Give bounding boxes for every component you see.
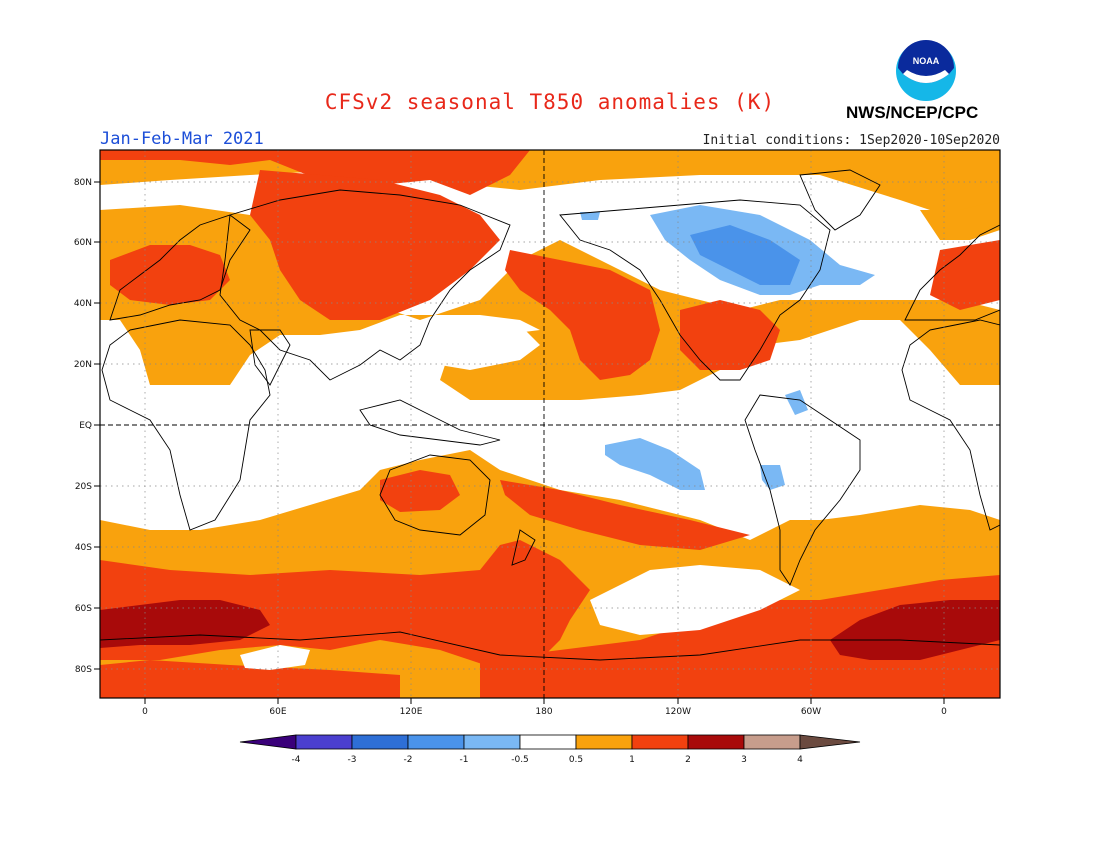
colorbar-swatch [407, 734, 465, 750]
colorbar-swatch [743, 734, 801, 750]
colorbar-label: 0.5 [569, 755, 583, 765]
lon-label: 60W [801, 707, 821, 717]
lon-label: 0 [142, 707, 148, 717]
colorbar-labels: -4 -3 -2 -1 -0.5 0.5 1 2 3 4 [292, 755, 804, 765]
lat-label: 20N [74, 360, 92, 370]
colorbar-label: -0.5 [511, 755, 529, 765]
anomaly-band-minus2-minus1 [690, 225, 800, 285]
colorbar-label: -1 [460, 755, 469, 765]
season-label: Jan-Feb-Mar 2021 [100, 129, 264, 149]
lat-label: 40S [75, 543, 92, 553]
colorbar-label: -4 [292, 755, 301, 765]
colorbar-swatch [631, 734, 689, 750]
lat-label: 60N [74, 238, 92, 248]
lat-label: 80N [74, 178, 92, 188]
chart-title: CFSv2 seasonal T850 anomalies (K) [324, 90, 776, 114]
colorbar-label: 1 [629, 755, 635, 765]
noaa-logo: NOAA [896, 40, 956, 101]
longitude-labels: 0 60E 120E 180 120W 60W 0 [142, 707, 947, 717]
colorbar-arrow-low [239, 734, 297, 750]
lon-label: 180 [535, 707, 552, 717]
colorbar-swatch [575, 734, 633, 750]
noaa-logo-text: NOAA [913, 56, 940, 66]
agency-label: NWS/NCEP/CPC [846, 103, 979, 122]
map-frame [99, 149, 1001, 699]
colorbar-swatch [687, 734, 745, 750]
colorbar-swatch [519, 734, 577, 750]
colorbar-swatch [295, 734, 353, 750]
colorbar-label: -3 [348, 755, 357, 765]
colorbar [239, 734, 861, 750]
lat-label: 80S [75, 665, 92, 675]
coastlines [100, 169, 1000, 661]
colorbar-label: 3 [741, 755, 747, 765]
lat-label: 60S [75, 604, 92, 614]
lon-label: 0 [941, 707, 947, 717]
lon-label: 120E [400, 707, 423, 717]
anomaly-field [100, 150, 1000, 698]
lon-label: 120W [665, 707, 691, 717]
latitude-labels: 80N 60N 40N 20N EQ 20S 40S 60S 80S [74, 178, 92, 675]
anomaly-band-near-zero-patches [240, 320, 800, 670]
map-gridlines [100, 150, 1000, 698]
colorbar-swatch [351, 734, 409, 750]
lat-label: EQ [79, 421, 92, 431]
colorbar-label: 2 [685, 755, 691, 765]
initial-conditions-label: Initial conditions: 1Sep2020-10Sep2020 [702, 133, 1000, 148]
colorbar-label: 4 [797, 755, 803, 765]
lat-label: 40N [74, 299, 92, 309]
lat-label: 20S [75, 482, 92, 492]
colorbar-swatch [463, 734, 521, 750]
map-ticks [94, 181, 945, 704]
lon-label: 60E [269, 707, 286, 717]
colorbar-arrow-high [799, 734, 861, 750]
colorbar-label: -2 [404, 755, 413, 765]
anomaly-band-1-2 [100, 150, 1000, 698]
